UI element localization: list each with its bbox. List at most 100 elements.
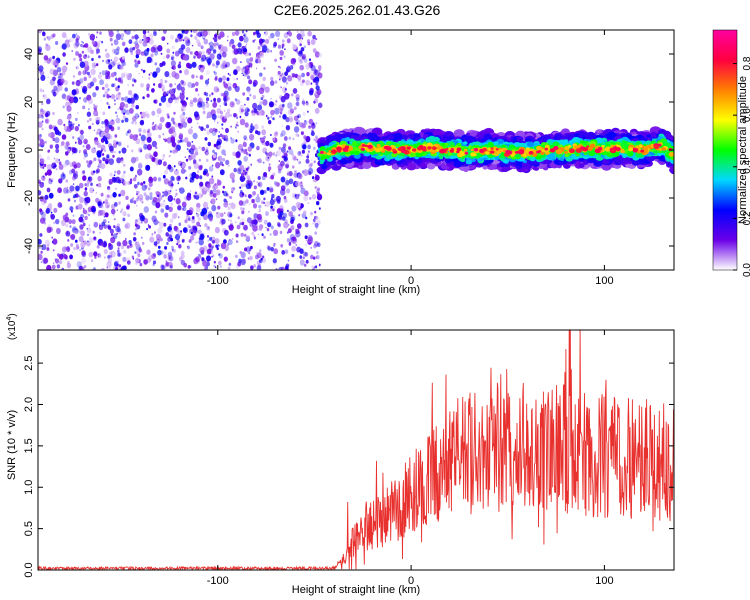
noise-speckle <box>260 83 266 91</box>
noise-speckle <box>315 135 318 139</box>
noise-speckle <box>231 44 236 50</box>
noise-speckle <box>233 78 236 81</box>
noise-speckle <box>170 55 175 60</box>
noise-speckle <box>269 176 272 180</box>
noise-speckle <box>151 125 156 131</box>
noise-speckle <box>241 221 245 226</box>
noise-speckle <box>38 65 44 72</box>
noise-speckle <box>68 96 75 104</box>
noise-speckle <box>203 267 207 270</box>
noise-speckle <box>272 208 275 212</box>
noise-speckle <box>78 236 84 243</box>
noise-speckle <box>102 241 107 248</box>
noise-speckle <box>162 174 166 179</box>
noise-speckle <box>215 32 217 35</box>
noise-speckle <box>141 184 147 191</box>
noise-speckle <box>172 51 175 54</box>
noise-speckle <box>117 77 122 83</box>
noise-speckle <box>314 51 320 58</box>
noise-speckle <box>125 195 129 200</box>
noise-speckle <box>104 132 109 138</box>
noise-speckle <box>209 216 213 222</box>
noise-speckle <box>161 194 165 198</box>
noise-speckle <box>252 224 254 227</box>
noise-speckle <box>82 88 86 94</box>
noise-speckle <box>92 160 95 162</box>
noise-speckle <box>293 106 297 111</box>
noise-speckle <box>66 36 68 39</box>
noise-speckle <box>303 58 308 63</box>
noise-speckle <box>302 251 307 257</box>
noise-speckle <box>309 89 314 96</box>
noise-speckle <box>257 182 261 187</box>
noise-speckle <box>196 75 198 78</box>
noise-speckle <box>115 117 121 124</box>
noise-speckle <box>87 82 92 89</box>
noise-speckle <box>49 68 55 75</box>
noise-speckle <box>165 260 168 263</box>
signal-band-cell <box>339 158 349 165</box>
noise-speckle <box>39 88 43 93</box>
noise-speckle <box>212 193 217 198</box>
noise-speckle <box>61 32 67 39</box>
noise-speckle <box>80 43 83 48</box>
noise-speckle <box>108 158 115 166</box>
noise-speckle <box>261 39 265 43</box>
noise-speckle <box>100 209 106 216</box>
noise-speckle <box>243 149 247 155</box>
noise-speckle <box>206 97 210 102</box>
signal-band-cell <box>422 134 429 139</box>
noise-speckle <box>71 50 73 52</box>
noise-speckle <box>245 43 248 46</box>
noise-speckle <box>88 108 90 111</box>
noise-speckle <box>60 144 63 147</box>
noise-speckle <box>85 56 88 60</box>
noise-speckle <box>110 72 115 78</box>
noise-speckle <box>130 51 134 55</box>
noise-speckle <box>238 168 241 172</box>
noise-speckle <box>213 183 219 190</box>
noise-speckle <box>265 201 270 208</box>
noise-speckle <box>225 97 230 102</box>
noise-speckle <box>174 226 179 233</box>
noise-speckle <box>58 260 63 265</box>
noise-speckle <box>295 101 300 107</box>
noise-speckle <box>164 71 170 78</box>
noise-speckle <box>227 219 230 222</box>
noise-speckle <box>75 51 80 56</box>
noise-speckle <box>223 97 227 102</box>
noise-speckle <box>50 213 55 220</box>
noise-speckle <box>296 30 299 34</box>
noise-speckle <box>153 253 156 257</box>
noise-speckle <box>118 201 121 205</box>
noise-speckle <box>136 193 138 196</box>
noise-speckle <box>141 76 144 78</box>
noise-speckle <box>178 61 181 65</box>
noise-speckle <box>193 30 196 33</box>
noise-speckle <box>319 263 321 266</box>
noise-speckle <box>250 125 255 131</box>
noise-speckle <box>115 51 119 55</box>
noise-speckle <box>133 200 137 205</box>
noise-speckle <box>239 164 245 171</box>
noise-speckle <box>96 142 102 148</box>
noise-speckle <box>227 206 231 211</box>
noise-speckle <box>246 97 250 101</box>
noise-speckle <box>291 253 295 258</box>
noise-speckle <box>146 249 151 255</box>
noise-speckle <box>183 36 189 42</box>
noise-speckle <box>273 242 276 246</box>
noise-speckle <box>43 217 47 221</box>
noise-speckle <box>76 162 81 169</box>
noise-speckle <box>48 124 53 130</box>
noise-speckle <box>161 82 163 85</box>
noise-speckle <box>73 247 76 250</box>
noise-speckle <box>252 39 255 43</box>
noise-speckle <box>93 221 99 228</box>
noise-speckle <box>116 46 120 51</box>
noise-speckle <box>163 250 167 254</box>
noise-speckle <box>137 36 140 39</box>
noise-speckle <box>153 151 158 158</box>
noise-speckle <box>261 257 267 263</box>
noise-speckle <box>306 102 309 107</box>
